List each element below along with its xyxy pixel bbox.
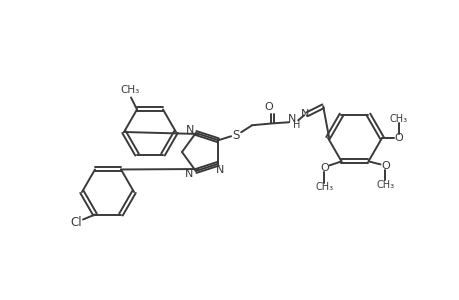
Text: Cl: Cl: [70, 216, 82, 229]
Text: O: O: [264, 102, 273, 112]
Text: N: N: [287, 114, 296, 124]
Text: CH₃: CH₃: [120, 85, 140, 95]
Text: S: S: [232, 129, 239, 142]
Text: O: O: [319, 164, 328, 173]
Text: O: O: [381, 161, 389, 171]
Text: N: N: [184, 169, 193, 179]
Text: N: N: [185, 125, 194, 135]
Text: N: N: [300, 109, 309, 119]
Text: N: N: [216, 165, 224, 175]
Text: CH₃: CH₃: [315, 182, 333, 192]
Text: H: H: [293, 120, 300, 130]
Text: O: O: [394, 133, 403, 143]
Text: CH₃: CH₃: [375, 180, 394, 190]
Text: CH₃: CH₃: [389, 114, 407, 124]
